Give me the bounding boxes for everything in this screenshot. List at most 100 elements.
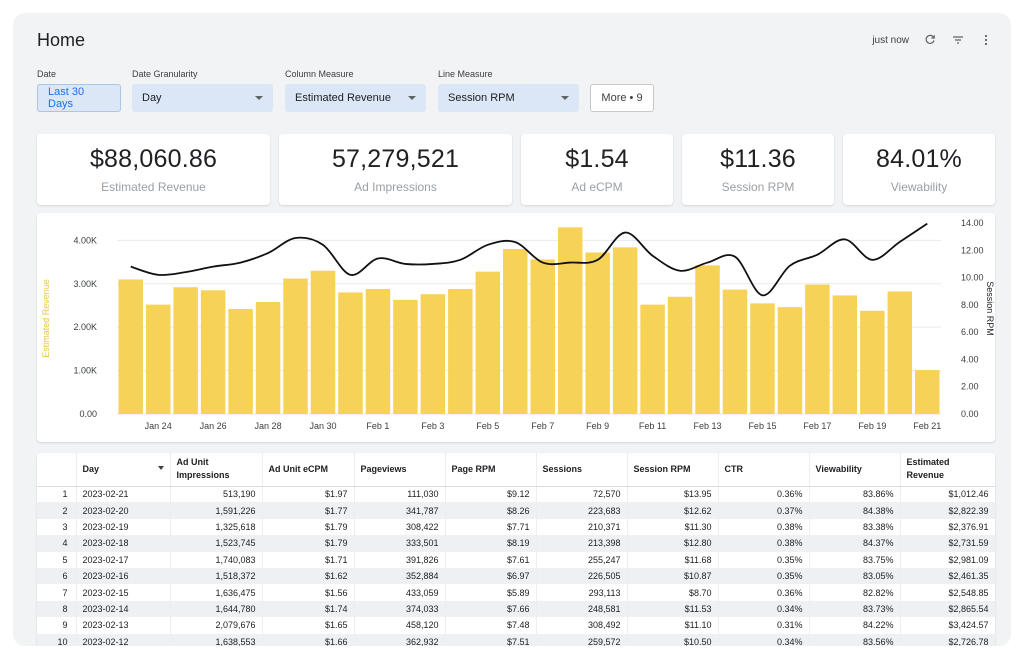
table-cell: 2023-02-20 bbox=[76, 502, 171, 519]
table-row[interactable]: 7 2023-02-15 1,636,475 $1.56 433,059 $5.89 293… bbox=[37, 584, 995, 601]
bar bbox=[475, 271, 501, 414]
kpi-card-session-rpm: $11.36 Session RPM bbox=[682, 134, 834, 205]
table-cell: 362,932 bbox=[354, 633, 446, 646]
table-cell: 458,120 bbox=[354, 617, 446, 634]
column-header[interactable]: Ad Unit eCPM bbox=[262, 453, 355, 487]
daily-report-table: Day Ad Unit Impressions Ad Unit eCPM Pagevi… bbox=[37, 453, 995, 646]
table-cell: 1,638,553 bbox=[170, 633, 263, 646]
table-cell: $8.19 bbox=[445, 535, 537, 552]
table-cell: $9.12 bbox=[445, 486, 537, 503]
table-cell: $8.70 bbox=[627, 584, 719, 601]
table-cell: 2023-02-18 bbox=[76, 535, 171, 552]
column-header-label: Viewability bbox=[815, 463, 862, 474]
bar bbox=[612, 247, 638, 414]
table-cell: 2023-02-17 bbox=[76, 551, 171, 568]
column-header-label: Day bbox=[82, 463, 100, 474]
x-tick-label: Feb 19 bbox=[858, 421, 886, 431]
column-header[interactable]: Estimated Revenue bbox=[900, 453, 995, 487]
column-header[interactable]: Page RPM bbox=[445, 453, 537, 487]
sort-desc-icon[interactable] bbox=[157, 465, 164, 470]
table-row[interactable]: 8 2023-02-14 1,644,780 $1.74 374,033 $7.66 248… bbox=[37, 600, 995, 618]
more-filters-button[interactable]: More • 9 bbox=[590, 84, 654, 112]
table-cell: $7.71 bbox=[445, 518, 537, 536]
table-cell: 0.34% bbox=[718, 633, 810, 646]
table-row[interactable]: 1 2023-02-21 513,190 $1.97 111,030 $9.12 72,57… bbox=[37, 486, 995, 503]
kpi-label: Ad Impressions bbox=[354, 180, 437, 194]
more-vert-icon[interactable] bbox=[979, 33, 993, 47]
table-cell: 0.35% bbox=[718, 551, 810, 568]
column-header[interactable]: Day bbox=[76, 453, 171, 487]
y-right-tick-label: 12.00 bbox=[961, 245, 984, 255]
table-cell: 1,523,745 bbox=[170, 535, 263, 552]
date-range-button[interactable]: Last 30 Days bbox=[37, 84, 121, 112]
x-tick-label: Feb 9 bbox=[586, 421, 609, 431]
table-cell: 72,570 bbox=[536, 486, 628, 503]
granularity-select[interactable]: Day bbox=[132, 84, 273, 112]
session-rpm-line bbox=[130, 222, 928, 297]
table-cell: 1,644,780 bbox=[170, 600, 263, 618]
table-cell: $7.61 bbox=[445, 551, 537, 568]
row-index: 3 bbox=[37, 518, 77, 536]
table-cell: 352,884 bbox=[354, 567, 446, 585]
column-header[interactable]: Session RPM bbox=[627, 453, 719, 487]
table-row[interactable]: 4 2023-02-18 1,523,745 $1.79 333,501 $8.19 213… bbox=[37, 535, 995, 552]
table-cell: 0.37% bbox=[718, 502, 810, 519]
table-cell: 84.38% bbox=[809, 502, 901, 519]
table-cell: 2023-02-15 bbox=[76, 584, 171, 601]
bar bbox=[255, 302, 281, 414]
table-cell: 223,683 bbox=[536, 502, 628, 519]
bar bbox=[695, 265, 720, 414]
column-header[interactable]: Sessions bbox=[536, 453, 628, 487]
y-right-tick-label: 8.00 bbox=[961, 300, 979, 310]
table-cell: 2,079,676 bbox=[170, 617, 263, 634]
table-cell: 83.73% bbox=[809, 600, 901, 618]
y-left-tick-label: 1.00K bbox=[73, 366, 97, 376]
combo-chart-svg: 0.00 1.00K 2.00K 3.00K 4.00K 0.00 2.00 4.00 6.00… bbox=[41, 218, 995, 431]
chevron-down-icon bbox=[255, 96, 263, 100]
y-right-tick-label: 6.00 bbox=[961, 327, 979, 337]
page-title: Home bbox=[37, 30, 86, 50]
table-cell: 259,572 bbox=[536, 633, 628, 646]
table-row[interactable]: 6 2023-02-16 1,518,372 $1.62 352,884 $6.97 226… bbox=[37, 567, 995, 585]
more-filters-label: More • 9 bbox=[601, 92, 643, 104]
column-header[interactable]: Viewability bbox=[809, 453, 901, 487]
x-tick-label: Feb 21 bbox=[913, 421, 941, 431]
row-index: 4 bbox=[37, 535, 77, 552]
filter-icon[interactable] bbox=[951, 33, 965, 47]
bar bbox=[173, 287, 198, 414]
row-index: 8 bbox=[37, 600, 77, 618]
table-cell: 391,826 bbox=[354, 551, 446, 568]
bar bbox=[118, 279, 143, 414]
table-cell: 0.36% bbox=[718, 486, 810, 503]
column-header-label: Pageviews bbox=[360, 463, 407, 474]
table-row[interactable]: 5 2023-02-17 1,740,083 $1.71 391,826 $7.61 255… bbox=[37, 551, 995, 568]
y-right-tick-label: 14.00 bbox=[961, 218, 984, 228]
table-row[interactable]: 3 2023-02-19 1,325,618 $1.79 308,422 $7.71 210… bbox=[37, 518, 995, 536]
date-range-value: Last 30 Days bbox=[48, 86, 85, 110]
table-cell: 341,787 bbox=[354, 502, 446, 519]
table-body: 1 2023-02-21 513,190 $1.97 111,030 $9.12 72,57… bbox=[37, 486, 995, 646]
row-index: 5 bbox=[37, 551, 77, 568]
y-left-tick-label: 0.00 bbox=[79, 409, 97, 419]
table-row[interactable]: 2 2023-02-20 1,591,226 $1.77 341,787 $8.26 223… bbox=[37, 502, 995, 519]
last-updated-text: just now bbox=[872, 34, 909, 46]
column-measure-select[interactable]: Estimated Revenue bbox=[285, 84, 426, 112]
table-row[interactable]: 9 2023-02-13 2,079,676 $1.65 458,120 $7.48 308… bbox=[37, 617, 995, 634]
table-cell: $11.30 bbox=[627, 518, 719, 536]
y-right-tick-label: 2.00 bbox=[961, 382, 979, 392]
column-header[interactable]: CTR bbox=[718, 453, 810, 487]
table-cell: $5.89 bbox=[445, 584, 537, 601]
bar bbox=[200, 290, 226, 414]
table-cell: $10.87 bbox=[627, 567, 719, 585]
column-header[interactable]: Pageviews bbox=[354, 453, 446, 487]
table-cell: 1,325,618 bbox=[170, 518, 263, 536]
refresh-icon[interactable] bbox=[923, 33, 937, 47]
bar bbox=[887, 291, 913, 414]
line-measure-select[interactable]: Session RPM bbox=[438, 84, 579, 112]
bar bbox=[722, 289, 748, 414]
y-left-tick-label: 2.00K bbox=[73, 322, 97, 332]
kpi-label: Session RPM bbox=[721, 180, 795, 194]
column-header-label: Session RPM bbox=[633, 463, 691, 474]
column-header[interactable]: Ad Unit Impressions bbox=[170, 453, 263, 487]
table-row[interactable]: 10 2023-02-12 1,638,553 $1.66 362,932 $7.51 25… bbox=[37, 633, 995, 646]
